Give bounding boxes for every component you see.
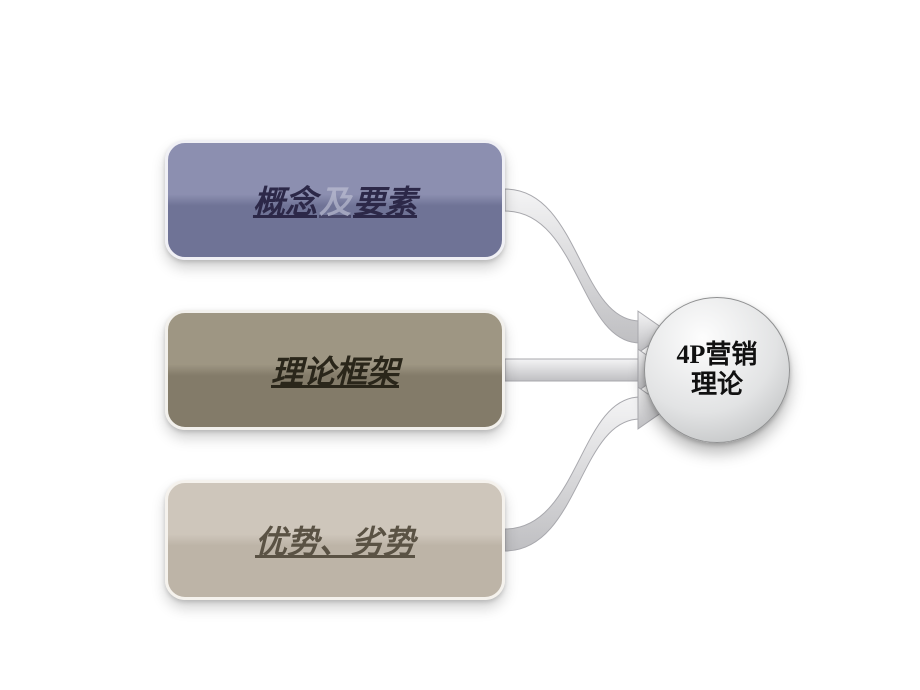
sphere-label-line1: 4P营销 bbox=[677, 340, 758, 370]
box-framework: 理论框架 bbox=[165, 310, 505, 430]
box-label: 理论框架 bbox=[271, 347, 399, 393]
sphere-label-line2: 理论 bbox=[677, 370, 758, 400]
box-concept-elements: 概念及要素 bbox=[165, 140, 505, 260]
diagram-stage: 概念及要素 理论框架 优势、劣势 4P营销 理论 bbox=[0, 0, 920, 690]
sphere-label: 4P营销 理论 bbox=[677, 340, 758, 400]
target-sphere: 4P营销 理论 bbox=[644, 297, 790, 443]
box-label: 优势、劣势 bbox=[255, 517, 415, 563]
box-pros-cons: 优势、劣势 bbox=[165, 480, 505, 600]
box-label: 概念及要素 bbox=[253, 177, 417, 223]
